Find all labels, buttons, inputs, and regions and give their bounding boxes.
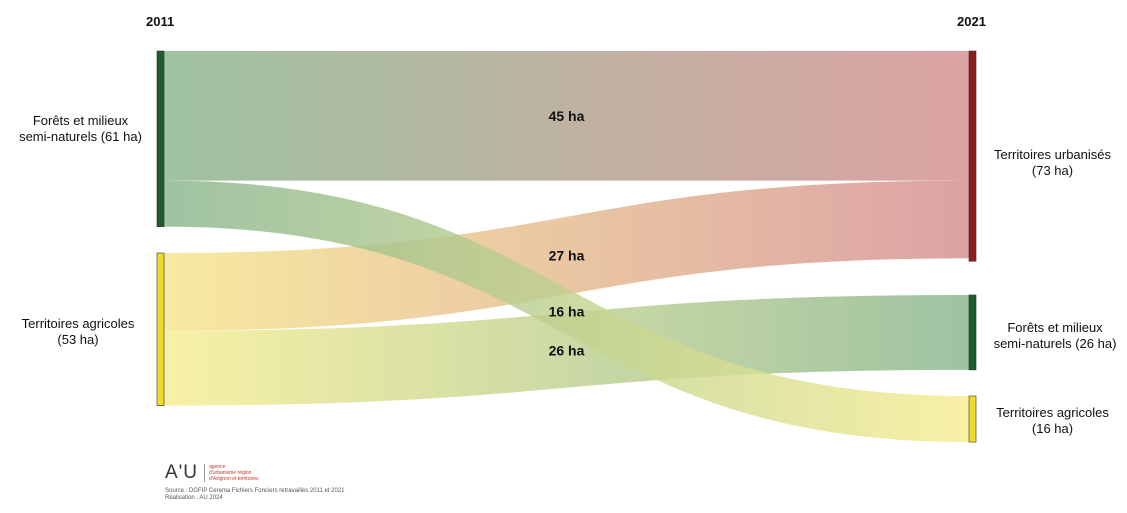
node-label-agri-2021: Territoires agricoles (16 ha) (996, 405, 1109, 436)
au-logo: A'U agence d'urbanisme région d'Avignon … (165, 462, 345, 484)
node-bar-agri_2021 (968, 395, 977, 443)
flows-layer (164, 51, 969, 443)
logo-mark: A'U (165, 462, 199, 483)
nodes-layer (156, 50, 977, 443)
flow-label-forets_2011-to-agri_2021: 16 ha (549, 303, 585, 319)
node-bar-urb_2021 (968, 50, 977, 262)
node-bar-agri_2011 (156, 252, 165, 406)
credit-line: Réalisation : AU 2024 (165, 495, 223, 501)
flow-labels-layer: 45 ha 27 ha 26 ha 16 ha (549, 108, 585, 359)
node-bar-forets_2021 (968, 294, 977, 371)
footer: A'U agence d'urbanisme région d'Avignon … (165, 462, 345, 502)
node-label-forets-2011: Forêts et milieux semi-naturels (61 ha) (19, 113, 142, 144)
flow-agri_2011-to-forets_2021 (164, 295, 969, 406)
year-left-label: 2011 (146, 14, 175, 29)
logo-text: agence d'urbanisme région d'Avignon et t… (204, 464, 259, 482)
year-right-label: 2021 (957, 14, 986, 29)
node-label-agri-2011: Territoires agricoles (53 ha) (21, 316, 135, 347)
flow-label-agri_2011-to-forets_2021: 26 ha (549, 342, 585, 358)
node-label-forets-2021: Forêts et milieux semi-naturels (26 ha) (993, 320, 1117, 351)
node-bar-forets_2011 (156, 50, 165, 227)
flow-label-forets_2011-to-urb_2021: 45 ha (549, 108, 585, 124)
flow-forets_2011-to-agri_2021 (164, 180, 969, 443)
source-note: Source : DGFIP Cerema Fichiers Fonciers … (165, 488, 345, 502)
source-line: Source : DGFIP Cerema Fichiers Fonciers … (165, 488, 345, 494)
flow-forets_2011-to-urb_2021 (164, 51, 969, 181)
node-label-urb-2021: Territoires urbanisés (73 ha) (993, 147, 1112, 178)
flow-label-agri_2011-to-urb_2021: 27 ha (549, 248, 585, 264)
flow-agri_2011-to-urb_2021 (164, 180, 969, 331)
